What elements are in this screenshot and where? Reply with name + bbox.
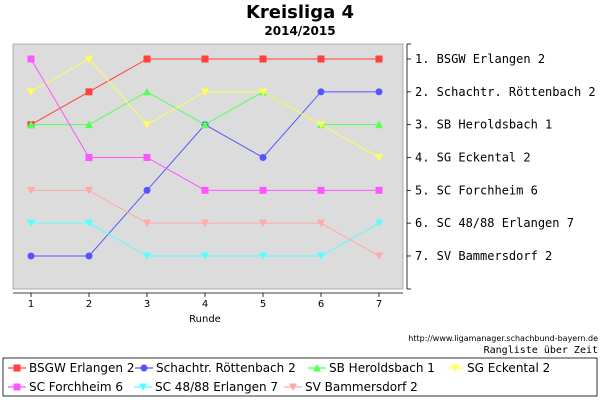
legend-label: SG Eckental 2 (467, 361, 550, 375)
data-point (143, 219, 151, 228)
data-point (317, 121, 325, 129)
x-tick-label: 3 (144, 299, 150, 310)
legend-marker (13, 383, 21, 391)
data-point (259, 88, 267, 96)
legend-label: SV Bammersdorf 2 (305, 380, 418, 394)
legend-marker (289, 383, 297, 391)
data-point (375, 219, 383, 228)
x-tick-label: 7 (376, 299, 382, 310)
chart-subtitle: 2014/2015 (264, 24, 335, 38)
y-tick-label: 1. BSGW Erlangen 2 (415, 52, 545, 66)
data-point (143, 121, 151, 129)
data-point (259, 219, 267, 228)
data-point (375, 252, 383, 260)
chart-title: Kreisliga 4 (246, 2, 354, 23)
data-point (317, 186, 325, 194)
plot-area (12, 43, 404, 290)
y-tick-label: 3. SB Heroldsbach 1 (415, 118, 552, 132)
x-tick-label: 4 (202, 299, 208, 310)
data-point (85, 252, 93, 260)
data-point (27, 252, 35, 260)
legend-label: SC 48/88 Erlangen 7 (155, 380, 278, 394)
data-point (85, 153, 93, 161)
data-point (375, 186, 383, 194)
data-point (201, 252, 209, 260)
y-tick-label: 5. SC Forchheim 6 (415, 183, 538, 197)
data-point (143, 87, 151, 96)
legend-marker (140, 364, 148, 372)
data-point (143, 186, 151, 194)
y-tick-label: 2. Schachtr. Röttenbach 2 (415, 85, 596, 99)
legend-label: SB Heroldsbach 1 (329, 361, 435, 375)
data-point (375, 55, 383, 63)
legend-marker (13, 364, 21, 372)
data-point (201, 219, 209, 228)
data-point (259, 153, 267, 161)
data-point (317, 88, 325, 96)
data-point (27, 55, 35, 63)
data-point (85, 55, 93, 63)
legend-marker (139, 383, 147, 391)
data-point (143, 252, 151, 260)
y-tick-label: 6. SC 48/88 Erlangen 7 (415, 216, 574, 230)
legend-box (2, 357, 598, 397)
data-point (201, 88, 209, 96)
y-tick-label: 4. SG Eckental 2 (415, 150, 531, 164)
data-point (27, 88, 35, 96)
data-point (259, 252, 267, 260)
data-point (317, 219, 325, 228)
data-point (259, 55, 267, 63)
data-point (27, 186, 35, 195)
legend-label: SC Forchheim 6 (29, 380, 123, 394)
data-point (201, 186, 209, 194)
x-axis-label: Runde (189, 314, 221, 325)
data-point (143, 55, 151, 63)
data-point (375, 153, 383, 162)
data-point (27, 219, 35, 228)
legend-label: BSGW Erlangen 2 (29, 361, 134, 375)
data-point (317, 55, 325, 63)
data-point (201, 120, 209, 129)
x-tick-label: 2 (86, 299, 92, 310)
source-url: http://www.ligamanager.schachbund-bayern… (408, 334, 598, 343)
data-point (317, 252, 325, 260)
legend-marker (451, 364, 459, 372)
x-tick-label: 1 (28, 299, 34, 310)
data-point (201, 55, 209, 63)
data-point (259, 186, 267, 194)
legend-marker (313, 364, 321, 372)
ranking-caption: Rangliste über Zeit (484, 345, 598, 356)
data-point (375, 88, 383, 96)
data-point (27, 120, 35, 129)
data-point (143, 153, 151, 161)
x-tick-label: 5 (260, 299, 266, 310)
data-point (85, 88, 93, 96)
y-tick-label: 7. SV Bammersdorf 2 (415, 249, 552, 263)
data-point (85, 120, 93, 129)
data-point (85, 186, 93, 195)
data-point (85, 219, 93, 228)
x-tick-label: 6 (318, 299, 324, 310)
legend-label: Schachtr. Röttenbach 2 (156, 361, 296, 375)
data-point (375, 120, 383, 129)
